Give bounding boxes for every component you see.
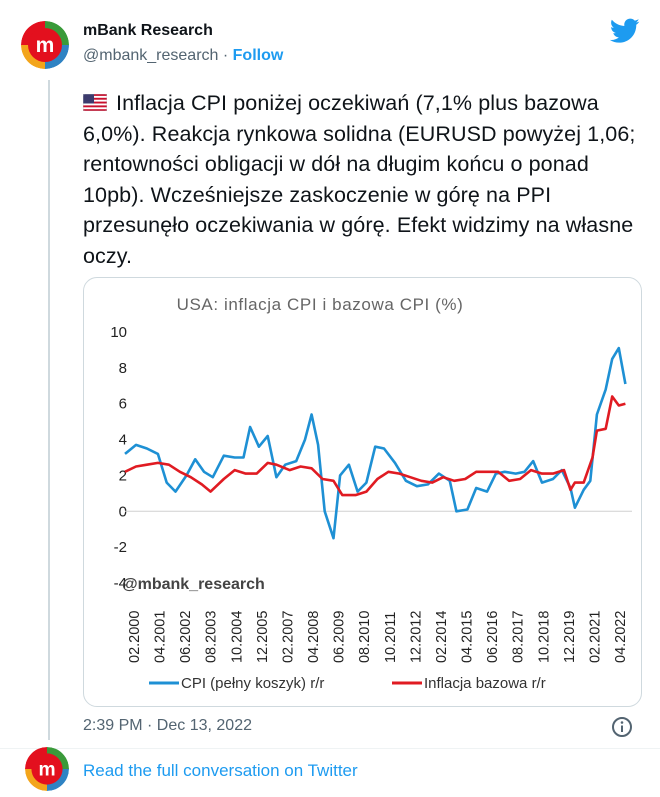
legend-label-cpi: CPI (pełny koszyk) r/r — [181, 675, 324, 692]
tweet-timestamp[interactable]: 2:39 PM · Dec 13, 2022 — [83, 717, 252, 734]
x-tick-label: 02.2014 — [434, 611, 450, 663]
x-tick-label: 04.2001 — [153, 611, 169, 663]
author-avatar[interactable]: m — [21, 21, 69, 69]
thread-line — [48, 80, 50, 740]
chart-watermark: @mbank_research — [122, 576, 265, 593]
x-tick-label: 04.2022 — [613, 611, 629, 663]
handle-separator: · — [218, 47, 233, 64]
x-tick-label: 06.2016 — [485, 611, 501, 663]
x-tick-label: 02.2007 — [280, 611, 296, 663]
x-tick-label: 10.2004 — [229, 611, 245, 663]
y-tick-label: -4 — [114, 575, 127, 592]
mbank-logo-icon: m — [21, 21, 69, 69]
svg-text:m: m — [38, 759, 55, 780]
x-tick-label: 04.2015 — [460, 611, 476, 663]
cpi-series-line — [124, 346, 627, 540]
chart-title: USA: inflacja CPI i bazowa CPI (%) — [177, 295, 464, 314]
core-cpi-series-line — [124, 395, 626, 497]
svg-text:m: m — [36, 34, 55, 57]
mbank-logo-icon: m — [25, 747, 69, 791]
y-tick-label: 0 — [119, 503, 127, 520]
author-handle[interactable]: @mbank_research — [83, 47, 219, 64]
x-tick-label: 06.2009 — [332, 611, 348, 663]
x-tick-label: 10.2011 — [383, 612, 399, 663]
x-tick-label: 02.2021 — [587, 611, 603, 663]
follow-button[interactable]: Follow — [232, 47, 284, 64]
legend-label-core: Inflacja bazowa r/r — [424, 675, 546, 692]
x-tick-label: 12.2005 — [255, 611, 271, 663]
us-flag-icon — [83, 94, 107, 111]
y-tick-label: 10 — [110, 324, 127, 341]
y-tick-label: -2 — [114, 539, 127, 556]
author-name[interactable]: mBank Research — [83, 22, 213, 39]
y-tick-label: 2 — [119, 467, 127, 484]
author-handle-row: @mbank_research · Follow — [83, 47, 283, 65]
x-tick-label: 06.2002 — [178, 611, 194, 663]
x-tick-label: 02.2000 — [127, 611, 143, 663]
chart-image[interactable]: USA: inflacja CPI i bazowa CPI (%) 10 8 6 4 2… — [83, 277, 642, 707]
x-tick-label: 12.2019 — [562, 611, 578, 663]
twitter-bird-icon[interactable] — [610, 18, 640, 44]
read-conversation-link[interactable]: Read the full conversation on Twitter — [83, 761, 358, 780]
x-tick-label: 08.2017 — [511, 611, 527, 663]
tweet-text-block: Inflacja CPI poniżej oczekiwań (7,1% plu… — [83, 88, 643, 271]
tweet-text: Inflacja CPI poniżej oczekiwań (7,1% plu… — [83, 91, 636, 268]
y-tick-label: 8 — [119, 360, 127, 377]
x-tick-label: 10.2018 — [536, 611, 552, 663]
x-tick-label: 08.2003 — [204, 611, 220, 663]
x-tick-label: 08.2010 — [357, 611, 373, 663]
info-icon[interactable] — [611, 716, 633, 738]
y-tick-label: 4 — [119, 432, 127, 449]
x-tick-label: 04.2008 — [306, 611, 322, 663]
y-tick-label: 6 — [119, 396, 127, 413]
x-tick-label: 12.2012 — [408, 611, 424, 663]
footer-avatar[interactable]: m — [25, 747, 69, 791]
inflation-chart: USA: inflacja CPI i bazowa CPI (%) 10 8 6 4 2… — [110, 295, 632, 692]
divider — [0, 748, 660, 749]
